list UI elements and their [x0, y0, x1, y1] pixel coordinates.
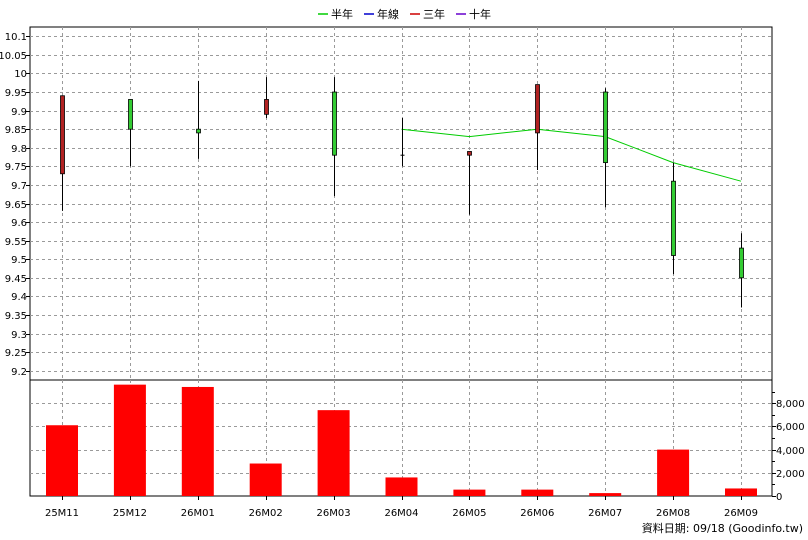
- price-tick-label: 9.35: [5, 311, 27, 322]
- price-tick-label: 9.9: [11, 107, 27, 118]
- candle-body-down: [60, 95, 65, 175]
- price-tick-label: 9.85: [5, 125, 27, 136]
- candle-body-up: [332, 91, 337, 156]
- price-tick-label: 9.75: [5, 162, 27, 173]
- legend-label: 三年: [423, 7, 445, 21]
- price-tick-label: 9.7: [11, 181, 27, 192]
- volume-bar: [317, 410, 350, 496]
- candle-body-down: [535, 84, 540, 134]
- price-tick-label: 9.65: [5, 200, 27, 211]
- volume-bar: [657, 449, 690, 496]
- x-tick-label: 26M08: [656, 508, 690, 519]
- candle-body-up: [603, 91, 608, 164]
- price-tick-label: 9.8: [11, 144, 27, 155]
- x-tick-label: 26M09: [724, 508, 758, 519]
- candle-body-down: [264, 99, 269, 115]
- volume-tick-label: 4,000: [776, 446, 805, 457]
- price-panel: 10.1 10.05 10 9.95 9.9 9.85 9.8 9.75 9.7 9.65 9.6 9…: [0, 26, 773, 381]
- chart-legend: 半年 年線 三年 十年: [318, 7, 491, 21]
- x-tick-label: 26M02: [249, 508, 283, 519]
- price-tick-label: 9.45: [5, 274, 27, 285]
- x-tick-label: 25M11: [45, 508, 79, 519]
- price-tick-label: 9.55: [5, 237, 27, 248]
- legend-label: 十年: [469, 7, 491, 21]
- x-tick-label: 26M01: [181, 508, 215, 519]
- candle-body-up: [196, 128, 201, 134]
- volume-tick-label: 0: [776, 492, 782, 503]
- x-tick-label: 26M07: [588, 508, 622, 519]
- price-tick-label: 10: [14, 69, 27, 80]
- price-tick-label: 9.5: [11, 255, 27, 266]
- candle-body-up: [671, 180, 676, 256]
- volume-bar: [385, 477, 418, 496]
- volume-tick-label: 6,000: [776, 422, 805, 433]
- volume-bar: [113, 384, 146, 496]
- candle-body-up: [739, 247, 744, 279]
- volume-panel: 0 2,000 4,000 6,000 8,000: [29, 379, 805, 503]
- price-tick-label: 9.6: [11, 218, 27, 229]
- candle-body-down: [467, 151, 472, 156]
- price-plot-frame: [29, 26, 773, 381]
- candle-body-up: [128, 99, 133, 130]
- x-tick-label: 26M03: [317, 508, 351, 519]
- price-tick-label: 9.4: [11, 292, 27, 303]
- volume-tick-label: 8,000: [776, 399, 805, 410]
- volume-bar: [725, 488, 757, 496]
- price-tick-label: 9.3: [11, 330, 27, 341]
- price-tick-label: 10.05: [0, 51, 27, 62]
- data-date-credit: 資料日期: 09/18 (Goodinfo.tw): [642, 521, 803, 535]
- volume-bar: [249, 463, 282, 496]
- price-tick-label: 9.25: [5, 348, 27, 359]
- price-tick-label: 9.2: [11, 367, 27, 378]
- x-tick-label: 25M12: [113, 508, 147, 519]
- volume-bar: [453, 489, 486, 496]
- x-tick-label: 26M06: [520, 508, 554, 519]
- x-axis: 25M11 25M12 26M01 26M02 26M03 26M04 26M05 26M06…: [45, 496, 758, 519]
- volume-tick-label: 2,000: [776, 469, 805, 480]
- volume-bar: [46, 425, 78, 496]
- price-tick-label: 10.1: [5, 32, 27, 43]
- volume-bar: [181, 386, 214, 496]
- x-tick-label: 26M05: [452, 508, 486, 519]
- legend-label: 半年: [331, 7, 353, 21]
- x-tick-label: 26M04: [384, 508, 418, 519]
- volume-bar: [521, 489, 554, 496]
- ma-halfyear-line: [401, 128, 742, 182]
- price-tick-label: 9.95: [5, 88, 27, 99]
- volume-bar: [589, 493, 622, 496]
- legend-label: 年線: [377, 7, 399, 21]
